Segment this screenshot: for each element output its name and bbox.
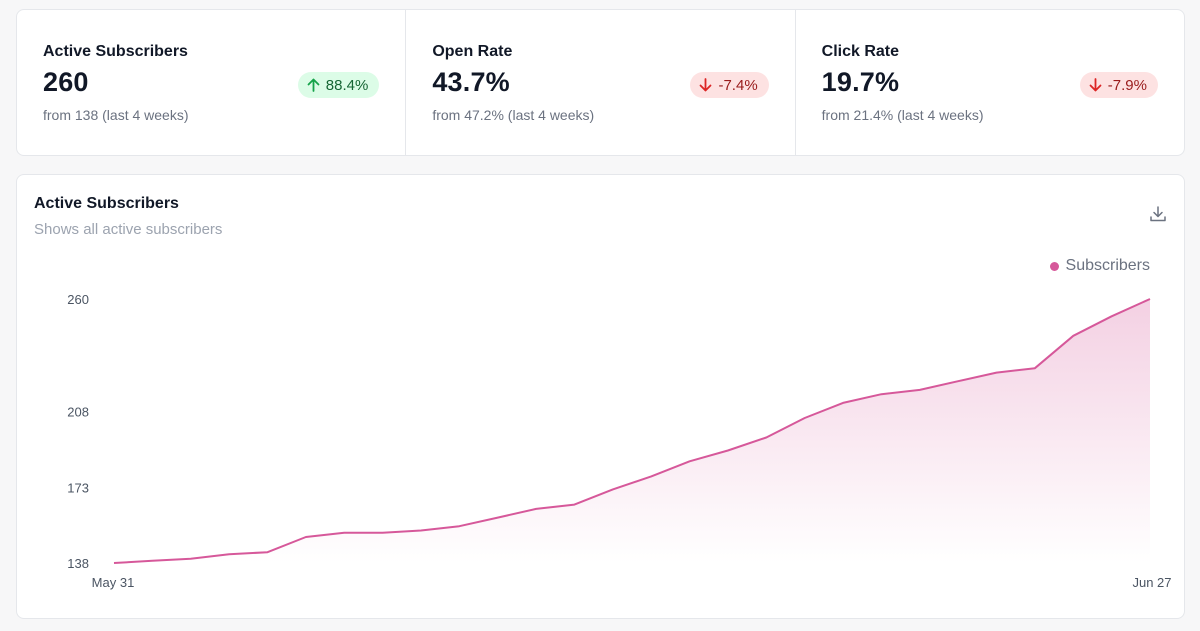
chart-subtitle: Shows all active subscribers (34, 221, 223, 238)
data-point[interactable] (532, 505, 540, 513)
series-line (113, 298, 1151, 564)
data-point[interactable] (570, 501, 578, 509)
data-point[interactable] (187, 555, 195, 563)
change-value: 88.4% (325, 76, 369, 94)
x-tick-label: Jun 27 (1132, 575, 1171, 590)
y-tick-label: 173 (67, 480, 89, 495)
data-point[interactable] (455, 522, 463, 530)
legend-marker (1049, 261, 1059, 271)
data-point[interactable] (379, 529, 387, 537)
stat-comparison: from 138 (last 4 weeks) (43, 107, 189, 123)
x-tick-label: May 31 (92, 575, 135, 590)
stat-value: 43.7% (432, 67, 510, 97)
data-point[interactable] (647, 472, 655, 480)
data-point[interactable] (724, 446, 732, 454)
data-point[interactable] (1146, 295, 1154, 303)
data-point[interactable] (340, 529, 348, 537)
stats-panel: Active Subscribers 260 from 138 (last 4 … (16, 9, 1185, 156)
data-point[interactable] (801, 414, 809, 422)
data-point[interactable] (302, 533, 310, 541)
stat-value: 260 (43, 67, 89, 97)
arrow-down-icon (700, 78, 712, 92)
data-point[interactable] (877, 390, 885, 398)
chart-card: Active Subscribers Shows all active subs… (16, 174, 1185, 619)
data-point[interactable] (494, 514, 502, 522)
data-point[interactable] (609, 485, 617, 493)
change-badge: -7.9% (1079, 72, 1158, 98)
legend-label: Subscribers (1065, 257, 1150, 274)
y-tick-label: 208 (67, 405, 89, 420)
change-badge: 88.4% (297, 72, 380, 98)
stat-comparison: from 21.4% (last 4 weeks) (821, 107, 984, 123)
data-point[interactable] (110, 559, 118, 567)
data-point[interactable] (916, 386, 924, 394)
data-point[interactable] (1031, 364, 1039, 372)
stat-title: Active Subscribers (43, 43, 188, 60)
data-point[interactable] (263, 548, 271, 556)
chart-title: Active Subscribers (34, 195, 179, 212)
stat-click-rate: Click Rate 19.7% from 21.4% (last 4 week… (794, 10, 1184, 155)
data-point[interactable] (225, 550, 233, 558)
download-icon (1150, 206, 1166, 222)
change-value: -7.4% (718, 76, 758, 94)
arrow-down-icon (1089, 78, 1102, 92)
data-point[interactable] (686, 457, 694, 465)
stat-value: 19.7% (821, 67, 900, 97)
y-tick-label: 138 (67, 556, 89, 571)
arrow-up-icon (307, 78, 320, 92)
data-point[interactable] (1069, 332, 1077, 340)
data-point[interactable] (417, 527, 425, 535)
data-point[interactable] (839, 399, 847, 407)
data-point[interactable] (148, 557, 156, 565)
change-badge: -7.4% (690, 72, 769, 98)
change-value: -7.9% (1107, 76, 1147, 94)
stat-active-subscribers: Active Subscribers 260 from 138 (last 4 … (17, 10, 405, 155)
stat-title: Open Rate (432, 43, 513, 60)
stat-title: Click Rate (821, 43, 900, 60)
data-point[interactable] (993, 369, 1001, 377)
stat-open-rate: Open Rate 43.7% from 47.2% (last 4 weeks… (405, 10, 794, 155)
y-tick-label: 260 (67, 292, 89, 307)
series-area (114, 299, 1150, 563)
data-point[interactable] (762, 433, 770, 441)
download-button[interactable] (1149, 205, 1167, 223)
stat-comparison: from 47.2% (last 4 weeks) (432, 107, 595, 123)
data-point[interactable] (954, 377, 962, 385)
chart-legend: Subscribers (1049, 257, 1150, 275)
data-point[interactable] (1108, 312, 1116, 320)
